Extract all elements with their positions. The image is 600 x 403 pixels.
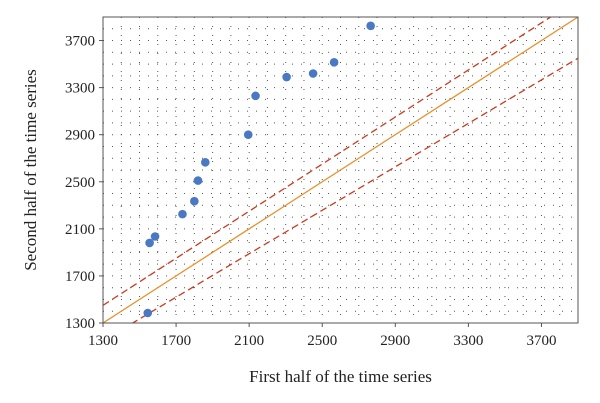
x-axis-title: First half of the time series — [249, 367, 432, 386]
y-tick-label: 3700 — [65, 34, 95, 50]
x-tick-label: 1300 — [88, 333, 118, 349]
data-point — [190, 196, 199, 206]
data-point — [193, 176, 203, 185]
y-tick-label: 2100 — [65, 222, 95, 238]
x-tick-label: 1700 — [161, 333, 191, 349]
y-tick-label: 1700 — [65, 269, 95, 285]
data-point — [150, 232, 160, 241]
x-tick-label: 2900 — [380, 333, 410, 349]
data-point — [308, 69, 318, 78]
y-tick-label: 1300 — [65, 316, 95, 332]
data-point — [329, 58, 339, 67]
data-point — [145, 238, 154, 248]
data-point — [178, 209, 187, 219]
data-point — [143, 308, 153, 318]
x-axis-ticks: 1300 1700 2100 2500 2900 3300 3700 — [88, 323, 556, 349]
data-points — [143, 21, 375, 318]
reference-lines — [103, 17, 578, 323]
y-tick-label: 2500 — [65, 175, 95, 191]
y-axis-title: Second half of the time series — [21, 69, 40, 271]
data-point — [201, 158, 210, 167]
plot-area-frame — [102, 16, 579, 324]
dashed-bound-line — [131, 57, 578, 323]
data-point — [282, 72, 291, 82]
data-point — [243, 130, 253, 139]
data-point — [366, 21, 375, 31]
y-tick-label: 3300 — [65, 81, 95, 97]
data-point — [251, 91, 260, 101]
dashed-bound-line — [103, 17, 552, 306]
x-tick-label: 3700 — [526, 333, 556, 349]
y-axis-ticks: 1300 1700 2100 2500 2900 3300 3700 — [65, 34, 103, 332]
identity-line — [103, 17, 578, 323]
y-tick-label: 2900 — [65, 128, 95, 144]
x-tick-label: 2500 — [307, 333, 337, 349]
x-tick-label: 3300 — [453, 333, 483, 349]
x-tick-label: 2100 — [234, 333, 264, 349]
